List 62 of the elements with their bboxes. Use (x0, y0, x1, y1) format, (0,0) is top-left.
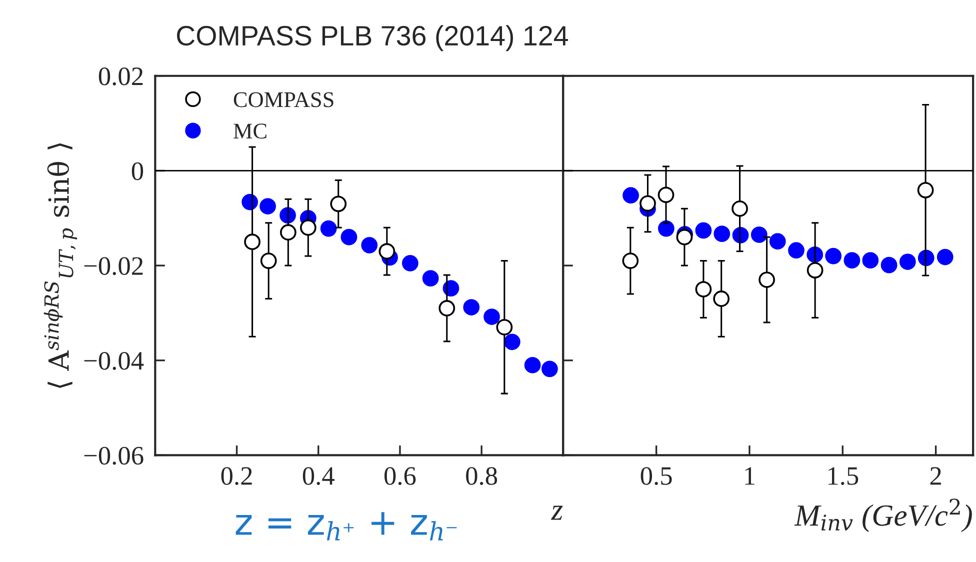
point (732, 200, 748, 217)
point (936, 248, 954, 266)
point (244, 234, 260, 250)
point (422, 270, 439, 287)
x-axis-title: z (550, 506, 563, 520)
point (844, 252, 860, 269)
y-tick-label: 0 (132, 162, 144, 180)
x-tick-label: 0.6 (384, 467, 416, 486)
point (714, 226, 730, 242)
point (496, 319, 513, 336)
point (280, 224, 296, 241)
point (463, 299, 480, 316)
point (622, 187, 639, 204)
point (695, 281, 712, 298)
point (806, 262, 824, 278)
y-tick-label: 0.02 (98, 67, 143, 86)
point (300, 219, 316, 236)
point (361, 236, 378, 254)
x-tick-label: 2 (930, 467, 941, 485)
point (260, 252, 277, 269)
point (378, 243, 396, 260)
point (260, 198, 276, 214)
point (825, 248, 842, 264)
y-tick-label: −0.02 (84, 257, 143, 276)
point (899, 254, 916, 270)
point (758, 272, 775, 288)
text: z = z$_{h⁺}$ + z$_{h⁻}$ (236, 512, 457, 540)
point (504, 334, 520, 350)
point (484, 308, 500, 325)
point (862, 252, 879, 269)
point (769, 233, 786, 250)
point (330, 196, 347, 212)
point (750, 226, 768, 243)
point (340, 228, 358, 246)
y-tick-label: −0.06 (84, 446, 144, 465)
y-axis-title: ⟨ A$^{sinϕRS}$$_{UT,p}$ sinθ ⟩ (44, 143, 78, 388)
x-tick-label: 0.4 (302, 467, 334, 486)
point (542, 360, 558, 378)
point (880, 256, 898, 274)
point (320, 220, 337, 237)
point (695, 222, 712, 239)
point (438, 300, 456, 316)
point (402, 254, 418, 272)
legend-label: MC (234, 124, 266, 139)
x-axis-title: M$_{inv}$ (GeV/c$^{2}$) (794, 498, 972, 532)
point (676, 228, 693, 246)
x-tick-label: 1 (745, 467, 754, 485)
point (658, 220, 674, 237)
chart-title: COMPASS PLB 736 (2014) 124 (176, 25, 568, 52)
point (713, 290, 730, 307)
point (622, 252, 639, 269)
point (658, 186, 674, 204)
x-tick-label: 0.5 (640, 467, 672, 486)
x-tick-label: 1.5 (828, 467, 858, 486)
point (524, 356, 541, 374)
point (788, 242, 804, 259)
y-tick-label: −0.04 (84, 352, 144, 370)
x-tick-label: 0.8 (466, 467, 498, 486)
point (917, 182, 934, 198)
legend-label: COMPASS (234, 92, 334, 108)
x-tick-label: 0.2 (221, 467, 252, 486)
point (640, 195, 656, 212)
